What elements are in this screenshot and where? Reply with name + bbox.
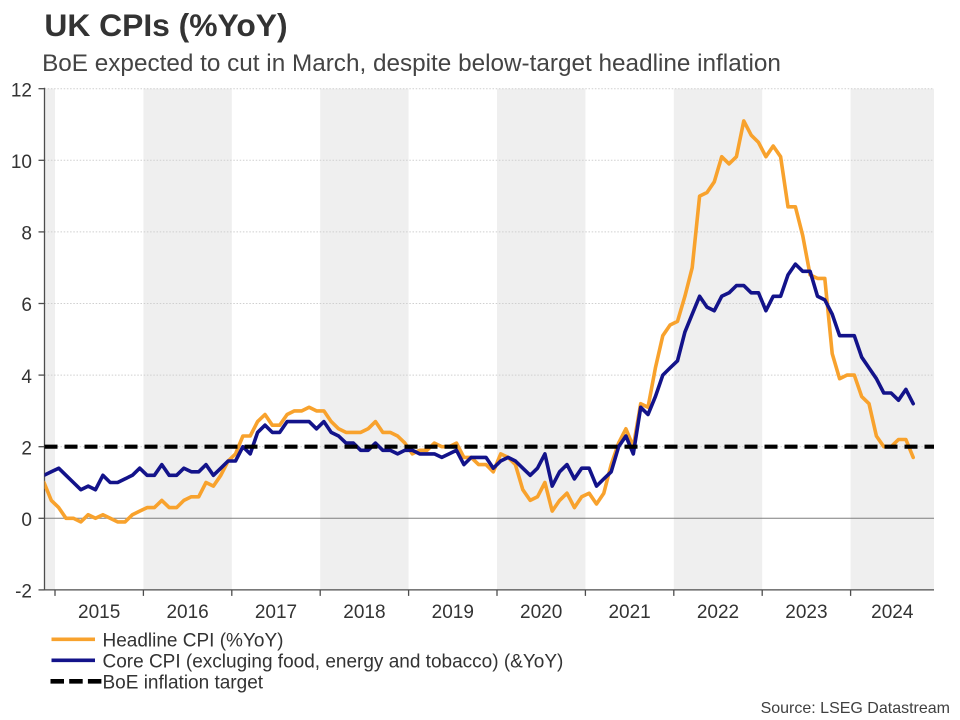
svg-text:2021: 2021 (608, 602, 650, 623)
svg-text:10: 10 (11, 152, 32, 173)
svg-text:2020: 2020 (520, 602, 562, 623)
svg-text:UK CPIs (%YoY): UK CPIs (%YoY) (44, 7, 287, 43)
svg-text:4: 4 (21, 367, 32, 388)
svg-text:2016: 2016 (166, 602, 208, 623)
svg-text:2015: 2015 (78, 602, 120, 623)
svg-text:Source: LSEG Datastream: Source: LSEG Datastream (761, 700, 950, 717)
svg-text:12: 12 (11, 80, 32, 101)
svg-text:6: 6 (21, 295, 32, 316)
svg-text:2022: 2022 (697, 602, 739, 623)
svg-text:BoE expected to cut in March,: BoE expected to cut in March, despite be… (42, 50, 781, 77)
svg-text:2019: 2019 (432, 602, 474, 623)
svg-text:Headline CPI (%YoY): Headline CPI (%YoY) (103, 631, 284, 652)
svg-text:Core CPI (excluging food, ener: Core CPI (excluging food, energy and tob… (103, 652, 564, 673)
svg-text:2023: 2023 (785, 602, 827, 623)
svg-text:2017: 2017 (255, 602, 297, 623)
svg-text:BoE inflation target: BoE inflation target (103, 673, 264, 694)
svg-text:2: 2 (21, 438, 32, 459)
svg-text:8: 8 (21, 224, 32, 245)
svg-text:-2: -2 (15, 582, 32, 603)
svg-text:0: 0 (21, 510, 32, 531)
svg-text:2018: 2018 (343, 602, 385, 623)
svg-text:2024: 2024 (871, 602, 914, 623)
